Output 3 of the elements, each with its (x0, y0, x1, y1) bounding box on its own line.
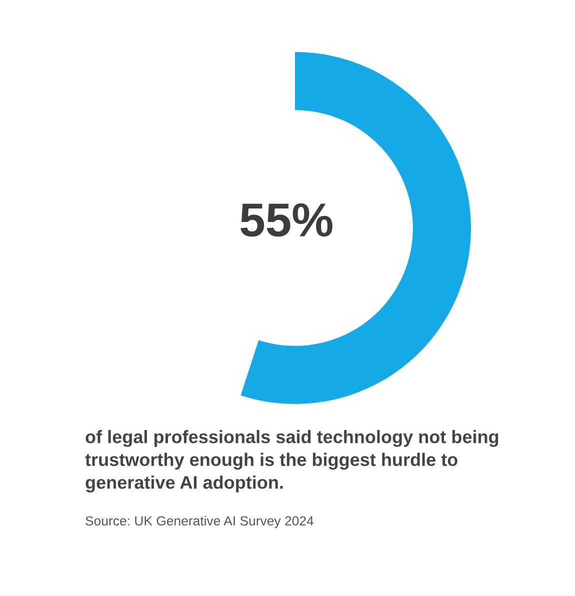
text: of legal professionals said technology not being trustworthy enough is the biggest hurdle to generative AI adoption. (85, 430, 498, 493)
text: 55% (240, 203, 332, 237)
source-note: Source: UK Generative AI Survey 2024 (86, 516, 314, 528)
